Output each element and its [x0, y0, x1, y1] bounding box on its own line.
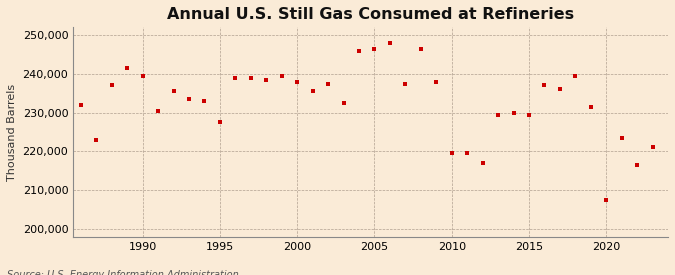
Point: [462, 151, 472, 156]
Point: [616, 136, 627, 140]
Point: [508, 110, 519, 115]
Point: [137, 73, 148, 78]
Point: [122, 66, 132, 70]
Point: [524, 112, 535, 117]
Point: [354, 48, 364, 53]
Point: [446, 151, 457, 156]
Point: [539, 83, 550, 88]
Point: [91, 138, 102, 142]
Point: [647, 145, 658, 150]
Point: [369, 46, 380, 51]
Point: [570, 73, 580, 78]
Point: [215, 120, 225, 125]
Point: [107, 83, 117, 88]
Point: [307, 89, 318, 94]
Text: Source: U.S. Energy Information Administration: Source: U.S. Energy Information Administ…: [7, 271, 238, 275]
Point: [400, 81, 411, 86]
Point: [338, 101, 349, 105]
Point: [415, 46, 426, 51]
Point: [76, 103, 86, 107]
Point: [168, 89, 179, 94]
Point: [323, 81, 333, 86]
Point: [632, 163, 643, 167]
Point: [477, 161, 488, 165]
Point: [431, 79, 441, 84]
Y-axis label: Thousand Barrels: Thousand Barrels: [7, 83, 17, 181]
Point: [554, 87, 565, 92]
Point: [493, 112, 504, 117]
Point: [184, 97, 194, 101]
Point: [261, 78, 271, 82]
Point: [153, 108, 163, 113]
Point: [199, 99, 210, 103]
Point: [230, 76, 241, 80]
Point: [246, 76, 256, 80]
Point: [385, 41, 396, 45]
Point: [292, 79, 302, 84]
Point: [601, 198, 612, 202]
Title: Annual U.S. Still Gas Consumed at Refineries: Annual U.S. Still Gas Consumed at Refine…: [167, 7, 574, 22]
Point: [585, 104, 596, 109]
Point: [276, 73, 287, 78]
